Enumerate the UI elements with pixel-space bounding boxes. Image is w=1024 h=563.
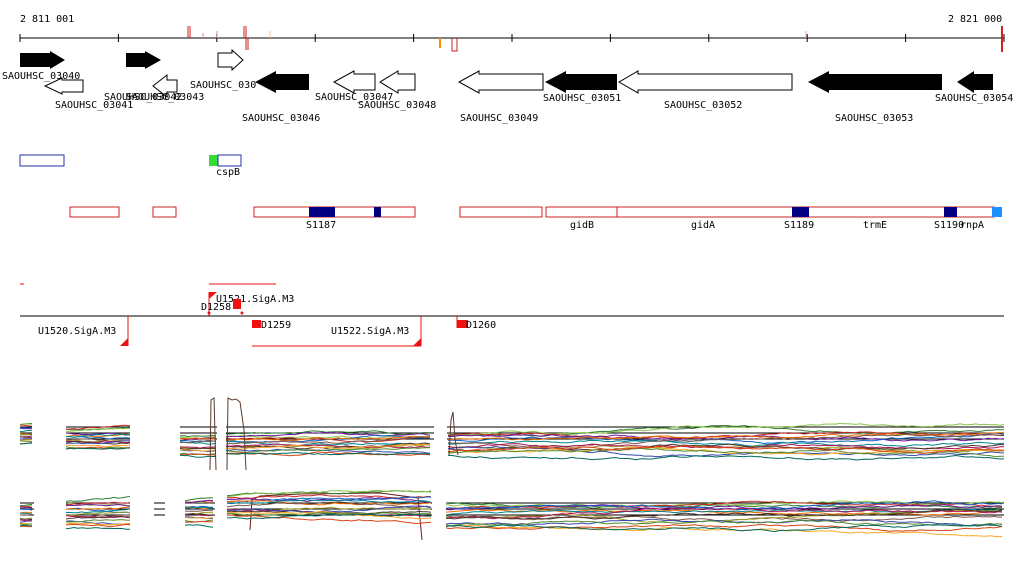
expression-profile-line xyxy=(446,525,1002,536)
ruler-signal-marks xyxy=(188,26,1002,52)
segment-block-s1190 xyxy=(944,207,957,217)
feature-green-box[interactable] xyxy=(209,155,218,166)
operon-label-gidb: gidB xyxy=(570,220,594,231)
tss-label-d1259: D1259 xyxy=(261,320,291,331)
segment-block-s1189 xyxy=(792,207,809,217)
expression-profile-line xyxy=(66,528,130,530)
expression-profile-line xyxy=(20,520,32,521)
feature-cspb-box[interactable] xyxy=(218,155,241,166)
expression-profile-line xyxy=(20,519,32,520)
segment-box[interactable] xyxy=(153,207,176,217)
segment-block-rnpa xyxy=(992,207,1002,217)
tss-label-d1260: D1260 xyxy=(466,320,496,331)
expression-profile-line xyxy=(20,424,32,425)
gene-arrow-03040[interactable] xyxy=(20,51,65,69)
gene-arrow-03053[interactable] xyxy=(808,71,942,93)
expression-profile-line xyxy=(20,425,32,426)
segment-box[interactable] xyxy=(70,207,119,217)
gene-arrow-03044[interactable] xyxy=(218,50,243,70)
segment-box[interactable] xyxy=(460,207,542,217)
expression-profile-line xyxy=(227,515,431,524)
operon-label-s1189: S1189 xyxy=(784,220,814,231)
gene-arrow-03049[interactable] xyxy=(459,71,543,93)
expression-profile-line xyxy=(20,513,32,514)
expression-profile-line xyxy=(20,509,32,510)
gene-label-03044: SAOUHSC_030 xyxy=(190,80,256,91)
tss-block-d1258[interactable] xyxy=(233,299,241,309)
operon-label-rnpa: rnpA xyxy=(960,220,984,231)
expression-profile-line xyxy=(20,439,32,440)
operon-label-trme: trmE xyxy=(863,220,887,231)
gene-label-03048: SAOUHSC_03048 xyxy=(358,100,436,111)
gene-label-03054: SAOUHSC_03054 xyxy=(935,93,1013,104)
expression-profile-line xyxy=(448,448,1004,456)
gene-arrow-03051[interactable] xyxy=(545,71,617,93)
gene-label-03049: SAOUHSC_03049 xyxy=(460,113,538,124)
gene-label-03053: SAOUHSC_03053 xyxy=(835,113,913,124)
expression-profile-line xyxy=(66,520,130,523)
segment-box-gid-operon[interactable] xyxy=(546,207,994,217)
expression-peak xyxy=(210,398,216,470)
feature-blue-box[interactable] xyxy=(20,155,64,166)
tss-marker-u1522[interactable] xyxy=(413,338,421,346)
feature-label-cspb: cspB xyxy=(216,167,240,178)
gene-label-03040: SAOUHSC_03040 xyxy=(2,71,80,82)
gene-label-03043: SAOUHSC_03043 xyxy=(126,92,204,103)
tss-label-u1522: U1522.SigA.M3 xyxy=(331,326,409,337)
operon-label-s1187: S1187 xyxy=(306,220,336,231)
expression-profile-line xyxy=(20,441,32,442)
gene-arrow-03042[interactable] xyxy=(126,51,161,69)
tss-label-u1520: U1520.SigA.M3 xyxy=(38,326,116,337)
tss-track: U1521.SigA.M3 D1258 U1520.SigA.M3 D1259 … xyxy=(20,284,1004,346)
gene-track: SAOUHSC_03040 SAOUHSC_03041 SAOUHSC_0304… xyxy=(2,50,1013,124)
operon-label-gida: gidA xyxy=(691,220,715,231)
expression-profile-line xyxy=(185,517,213,518)
expression-profile-line xyxy=(185,510,213,511)
expression-profile-line xyxy=(66,497,130,502)
expression-profile-line xyxy=(20,430,32,431)
segment-block-small xyxy=(374,207,381,217)
ruler-start-label: 2 811 001 xyxy=(20,14,74,25)
gene-label-03052: SAOUHSC_03052 xyxy=(664,100,742,111)
gene-arrow-03046[interactable] xyxy=(255,71,309,93)
expression-profile-line xyxy=(20,525,32,526)
operon-track: S1187 gidB gidA S1189 trmE S1190 rnpA xyxy=(70,207,1002,231)
tss-marker-u1520[interactable] xyxy=(120,338,128,346)
gene-arrow-03048[interactable] xyxy=(380,71,415,93)
expression-profile-line xyxy=(185,525,213,527)
coordinate-ruler: 2 811 001 2 821 000 xyxy=(20,14,1004,52)
gene-arrow-03047[interactable] xyxy=(334,71,375,93)
expression-profile-line xyxy=(20,437,32,438)
expression-profile-line xyxy=(20,521,32,522)
tss-label-d1258: D1258 xyxy=(201,302,231,313)
expression-track-lower xyxy=(20,478,1004,548)
expression-profile-line xyxy=(448,455,1004,460)
gene-label-03046: SAOUHSC_03046 xyxy=(242,113,320,124)
gene-arrow-03054[interactable] xyxy=(957,71,993,93)
tss-block-d1259[interactable] xyxy=(252,320,261,328)
feature-track: cspB xyxy=(20,155,241,178)
gene-label-03051: SAOUHSC_03051 xyxy=(543,93,621,104)
segment-block-s1187 xyxy=(309,207,335,217)
expression-profile-line xyxy=(20,515,32,516)
gene-arrow-03052[interactable] xyxy=(619,71,792,93)
ruler-end-label: 2 821 000 xyxy=(948,14,1002,25)
